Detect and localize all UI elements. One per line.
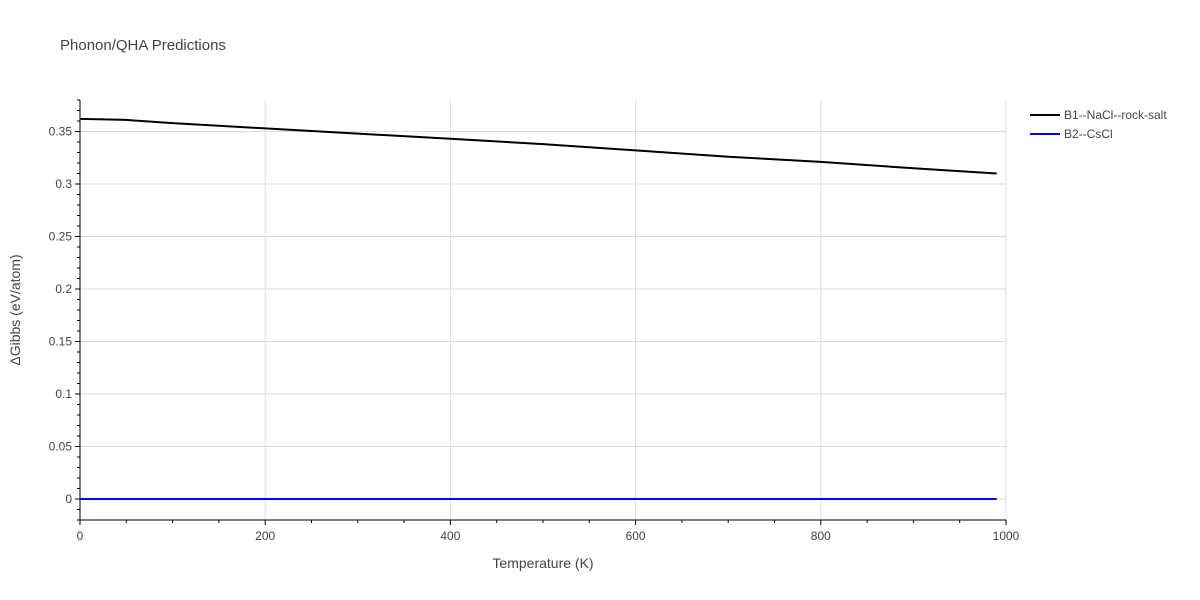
y-axis-title: ΔGibbs (eV/atom) xyxy=(7,254,23,365)
plot-area xyxy=(79,117,997,500)
y-tick-label: 0.25 xyxy=(49,230,73,244)
chart-title: Phonon/QHA Predictions xyxy=(60,37,226,54)
axes: 0 200 400 600 800 1000 0 0.05 0.1 0.15 0.2 0.25 0.3 0… xyxy=(49,99,1020,543)
x-tick-label: 200 xyxy=(255,529,275,543)
x-tick-label: 1000 xyxy=(993,529,1020,543)
legend-item-1[interactable]: B1--NaCl--rock-salt xyxy=(1030,108,1167,122)
x-axis-title: Temperature (K) xyxy=(492,555,593,571)
legend-item-2[interactable]: B2--CsCl xyxy=(1030,127,1113,141)
x-tick-label: 800 xyxy=(811,529,831,543)
y-tick-label: 0.35 xyxy=(49,125,73,139)
y-tick-label: 0 xyxy=(65,492,72,506)
legend[interactable]: B1--NaCl--rock-salt B2--CsCl xyxy=(1030,108,1167,141)
y-tick-label: 0.15 xyxy=(49,335,73,349)
grid xyxy=(80,100,1007,520)
legend-label: B2--CsCl xyxy=(1064,127,1113,141)
series-line-1 xyxy=(79,117,997,175)
x-tick-label: 400 xyxy=(440,529,460,543)
y-tick-label: 0.2 xyxy=(55,282,72,296)
y-tick-label: 0.05 xyxy=(49,440,73,454)
y-tick-label: 0.1 xyxy=(55,387,72,401)
legend-label: B1--NaCl--rock-salt xyxy=(1064,108,1167,122)
x-tick-label: 0 xyxy=(77,529,84,543)
x-tick-label: 600 xyxy=(626,529,646,543)
y-tick-label: 0.3 xyxy=(55,177,72,191)
